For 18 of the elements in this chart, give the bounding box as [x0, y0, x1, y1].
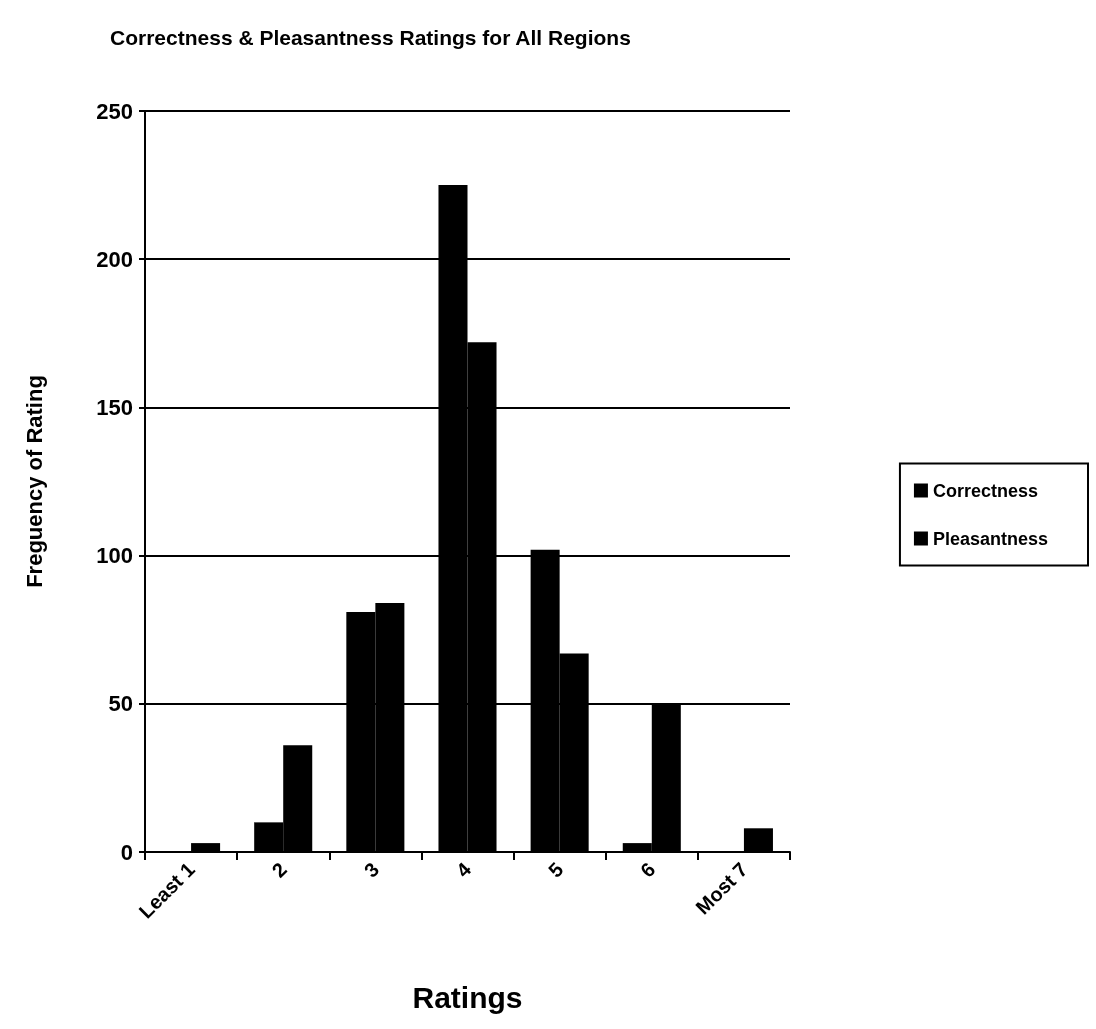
legend-label: Correctness	[932, 480, 1038, 501]
y-tick-label: 50	[108, 691, 133, 717]
y-tick-label: 100	[96, 543, 133, 569]
chart-title: Correctness & Pleasantness Ratings for All Regions	[110, 26, 631, 49]
x-tick-label: 3	[359, 858, 384, 882]
x-tick-label: 4	[451, 858, 476, 882]
y-tick-label: 150	[96, 394, 133, 420]
bar	[191, 843, 221, 852]
y-tick-label: 0	[120, 839, 133, 865]
y-tick-label: 200	[96, 246, 133, 272]
y-tick-label: 250	[96, 98, 133, 124]
x-tick-label: 6	[636, 858, 660, 882]
bar	[743, 828, 773, 852]
x-tick-label: 5	[544, 858, 568, 882]
y-axis-title: Freguency of Rating	[21, 375, 47, 588]
x-axis-title: Ratings	[412, 980, 523, 1014]
legend-label: Pleasantness	[932, 528, 1049, 549]
x-tick-label: 2	[267, 858, 291, 882]
